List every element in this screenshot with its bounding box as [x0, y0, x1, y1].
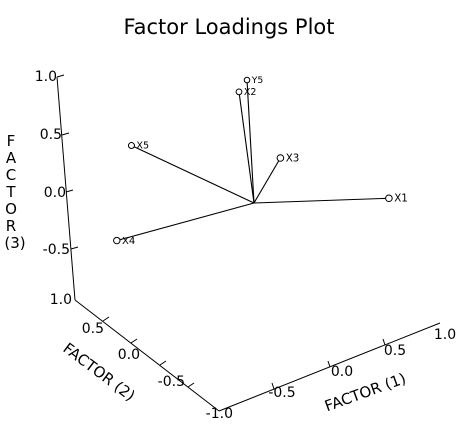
y-tick-label: -1.0 — [206, 406, 233, 422]
point-label-x3: X3 — [286, 152, 300, 164]
x-axis: -0.5 0.0 0.5 1.0 FACTOR (1) — [218, 322, 456, 415]
y-tick-mark-2 — [130, 338, 138, 344]
z-axis-label-line: (3) — [4, 234, 25, 252]
z-axis-label: F A C T O R (3) — [4, 132, 25, 252]
x-tick-label: -0.5 — [268, 385, 295, 401]
loading-labels: X1 X2 X3 X4 X5 Y5 — [122, 75, 408, 247]
y-tick-label: -0.5 — [158, 374, 185, 390]
z-axis-label-line: F — [7, 132, 16, 150]
data-point-x1 — [385, 194, 393, 203]
z-tick-label: 0.5 — [40, 127, 62, 143]
x-tick-label: 0.5 — [384, 343, 406, 359]
data-point-x2 — [235, 88, 243, 96]
x-tick-mark-2 — [327, 360, 331, 368]
data-point-x4 — [113, 236, 121, 245]
z-tick-mark-3 — [65, 189, 74, 193]
point-label-x1: X1 — [394, 193, 408, 205]
z-axis-label-line: A — [6, 149, 17, 167]
z-tick-label: 1.0 — [35, 69, 57, 85]
loading-vector-x4 — [116, 202, 255, 242]
loading-vector-x3 — [253, 157, 281, 204]
loading-vectors — [116, 80, 389, 242]
x-tick-label: 0.0 — [331, 364, 353, 380]
loading-markers — [113, 76, 393, 245]
y-axis-line — [74, 299, 220, 412]
z-axis: 1.0 0.5 0.0 -0.5 F A C T O R (3) — [4, 69, 79, 301]
z-tick-mark-1 — [56, 74, 65, 78]
point-label-x4: X4 — [122, 236, 135, 247]
loading-vector-y5 — [246, 80, 255, 204]
y-tick-mark-1 — [102, 316, 110, 322]
loading-vector-x1 — [253, 197, 389, 204]
point-label-x5: X5 — [136, 141, 149, 152]
point-label-y5: Y5 — [251, 75, 264, 86]
z-axis-line — [56, 76, 76, 301]
z-tick-label: 0.0 — [44, 185, 66, 201]
data-point-x3 — [276, 154, 285, 162]
chart-title: Factor Loadings Plot — [123, 15, 334, 39]
y-tick-label: 1.0 — [50, 292, 72, 308]
loading-vector-x2 — [238, 91, 255, 204]
data-point-x5 — [127, 142, 135, 150]
point-label-x2: X2 — [244, 87, 257, 98]
y-tick-label: 0.0 — [118, 347, 140, 363]
y-tick-label: 0.5 — [82, 321, 104, 337]
z-axis-label-line: R — [6, 217, 16, 235]
y-tick-mark-3 — [159, 360, 167, 366]
z-tick-mark-4 — [70, 246, 79, 250]
x-tick-mark-3 — [382, 338, 386, 346]
y-tick-mark-4 — [187, 382, 195, 388]
z-axis-label-line: O — [5, 200, 17, 218]
x-tick-label: 1.0 — [434, 327, 456, 343]
z-axis-label-line: T — [5, 183, 16, 201]
z-tick-mark-2 — [61, 132, 70, 136]
data-point-y5 — [243, 76, 251, 84]
loading-vector-x5 — [131, 145, 255, 204]
z-tick-label: -0.5 — [43, 242, 70, 258]
y-axis: -1.0 -0.5 0.0 0.5 1.0 FACTOR (2) — [50, 292, 233, 422]
z-axis-label-line: C — [6, 166, 16, 184]
x-tick-mark-1 — [271, 382, 275, 390]
